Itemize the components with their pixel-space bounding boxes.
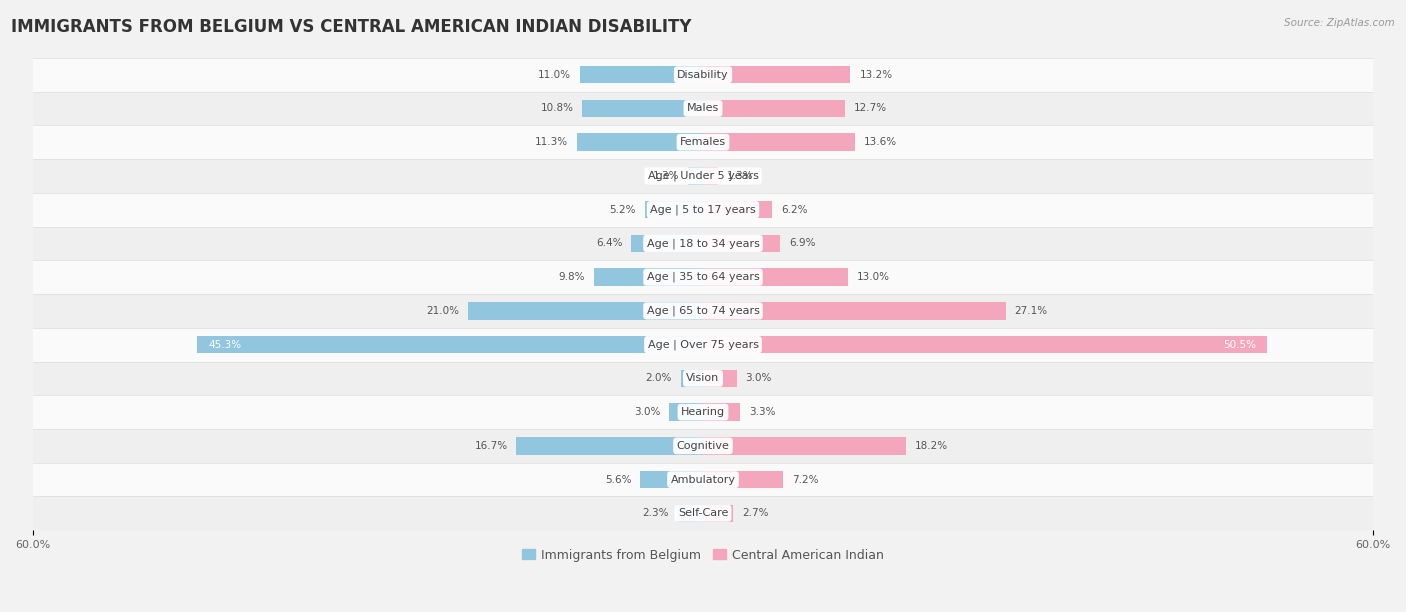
Bar (32, 328, 1374, 362)
Text: 2.3%: 2.3% (643, 509, 668, 518)
Bar (703, 269, 848, 286)
Text: Hearing: Hearing (681, 407, 725, 417)
Bar (593, 269, 703, 286)
Bar (703, 471, 783, 488)
Bar (703, 370, 737, 387)
Text: Age | Under 5 years: Age | Under 5 years (648, 171, 758, 181)
Text: Age | 5 to 17 years: Age | 5 to 17 years (650, 204, 756, 215)
Text: 3.0%: 3.0% (634, 407, 661, 417)
Text: 7.2%: 7.2% (793, 475, 818, 485)
Text: 18.2%: 18.2% (915, 441, 949, 451)
Text: Age | 35 to 64 years: Age | 35 to 64 years (647, 272, 759, 282)
Bar (32, 260, 1374, 294)
Text: 2.7%: 2.7% (742, 509, 769, 518)
Bar (703, 403, 740, 421)
Bar (645, 201, 658, 218)
Bar (582, 100, 703, 118)
Text: Disability: Disability (678, 70, 728, 80)
Bar (468, 302, 703, 319)
Bar (32, 125, 1374, 159)
Bar (631, 234, 703, 252)
Bar (197, 336, 658, 353)
Bar (703, 201, 772, 218)
Bar (32, 92, 1374, 125)
Bar (703, 336, 1267, 353)
Text: 2.0%: 2.0% (645, 373, 672, 383)
Bar (32, 463, 1374, 496)
Text: 6.2%: 6.2% (782, 204, 807, 215)
Bar (32, 429, 1374, 463)
Bar (593, 269, 658, 286)
Text: 9.8%: 9.8% (558, 272, 585, 282)
Bar (640, 471, 703, 488)
Bar (32, 58, 1374, 92)
Bar (581, 66, 703, 83)
Text: 13.0%: 13.0% (858, 272, 890, 282)
Text: 11.3%: 11.3% (534, 137, 568, 147)
Bar (576, 133, 703, 151)
Bar (32, 159, 1374, 193)
Text: Age | Over 75 years: Age | Over 75 years (648, 340, 758, 350)
Bar (640, 471, 658, 488)
Bar (516, 437, 658, 455)
Bar (703, 437, 907, 455)
Bar (703, 66, 851, 83)
Bar (32, 226, 1374, 260)
Bar (645, 201, 703, 218)
Text: 3.3%: 3.3% (749, 407, 775, 417)
Text: 11.0%: 11.0% (538, 70, 571, 80)
Text: 45.3%: 45.3% (208, 340, 242, 349)
Text: 13.2%: 13.2% (859, 70, 893, 80)
Bar (32, 362, 1374, 395)
Text: 50.5%: 50.5% (1223, 340, 1256, 349)
Text: 1.3%: 1.3% (652, 171, 679, 181)
Text: 16.7%: 16.7% (474, 441, 508, 451)
Bar (32, 294, 1374, 328)
Text: Vision: Vision (686, 373, 720, 383)
Bar (678, 504, 703, 522)
Text: 3.0%: 3.0% (745, 373, 772, 383)
Bar (32, 395, 1374, 429)
Text: Ambulatory: Ambulatory (671, 475, 735, 485)
Bar (468, 302, 658, 319)
Bar (669, 403, 703, 421)
Text: Age | 18 to 34 years: Age | 18 to 34 years (647, 238, 759, 248)
Text: Females: Females (681, 137, 725, 147)
Text: 1.3%: 1.3% (727, 171, 754, 181)
Bar (703, 133, 855, 151)
Text: Males: Males (688, 103, 718, 113)
Bar (689, 167, 703, 185)
Text: 12.7%: 12.7% (853, 103, 887, 113)
Text: 27.1%: 27.1% (1015, 306, 1047, 316)
Text: Age | 65 to 74 years: Age | 65 to 74 years (647, 305, 759, 316)
Text: 5.6%: 5.6% (605, 475, 631, 485)
Bar (703, 234, 780, 252)
Text: Source: ZipAtlas.com: Source: ZipAtlas.com (1284, 18, 1395, 28)
Bar (581, 66, 658, 83)
Bar (703, 504, 733, 522)
Text: 21.0%: 21.0% (426, 306, 460, 316)
Legend: Immigrants from Belgium, Central American Indian: Immigrants from Belgium, Central America… (517, 543, 889, 567)
Text: Self-Care: Self-Care (678, 509, 728, 518)
Bar (582, 100, 658, 118)
Text: Cognitive: Cognitive (676, 441, 730, 451)
Text: IMMIGRANTS FROM BELGIUM VS CENTRAL AMERICAN INDIAN DISABILITY: IMMIGRANTS FROM BELGIUM VS CENTRAL AMERI… (11, 18, 692, 36)
Bar (32, 193, 1374, 226)
Bar (703, 302, 1005, 319)
Text: 13.6%: 13.6% (863, 137, 897, 147)
Text: 10.8%: 10.8% (540, 103, 574, 113)
Text: 5.2%: 5.2% (609, 204, 636, 215)
Bar (631, 234, 658, 252)
Bar (681, 370, 703, 387)
Bar (516, 437, 703, 455)
Bar (703, 167, 717, 185)
Bar (197, 336, 703, 353)
Bar (703, 100, 845, 118)
Bar (32, 496, 1374, 530)
Bar (576, 133, 658, 151)
Text: 6.4%: 6.4% (596, 239, 623, 248)
Text: 6.9%: 6.9% (789, 239, 815, 248)
